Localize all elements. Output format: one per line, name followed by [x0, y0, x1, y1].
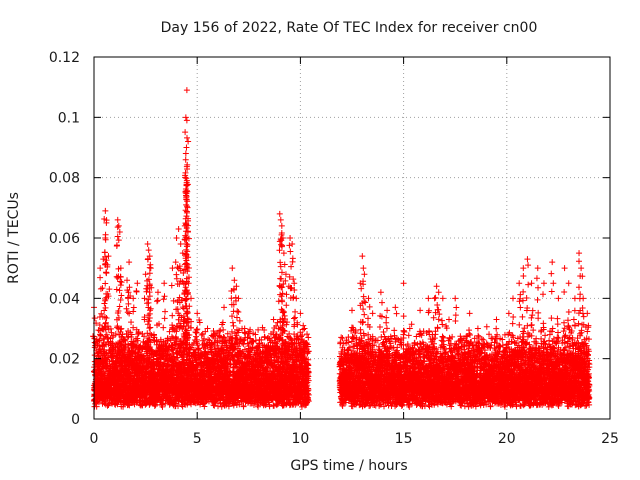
- data-point: [274, 319, 281, 326]
- data-point: [236, 317, 243, 324]
- data-point: [93, 403, 100, 410]
- data-point: [98, 370, 105, 377]
- x-axis-label: GPS time / hours: [290, 458, 407, 474]
- data-point: [95, 327, 102, 334]
- data-point: [112, 331, 119, 338]
- y-axis-label: ROTI / TECUs: [6, 192, 22, 284]
- data-point: [220, 326, 227, 333]
- data-point: [128, 319, 135, 326]
- data-point: [97, 332, 104, 339]
- data-point: [103, 349, 110, 356]
- data-point: [96, 337, 103, 344]
- data-points: [90, 87, 593, 410]
- data-point: [96, 322, 103, 329]
- data-point: [104, 362, 111, 369]
- data-point: [196, 345, 203, 352]
- chart-title: Day 156 of 2022, Rate Of TEC Index for r…: [161, 20, 538, 36]
- grid: [94, 57, 610, 419]
- data-point: [161, 315, 168, 322]
- data-point: [96, 337, 103, 344]
- data-point: [107, 325, 114, 332]
